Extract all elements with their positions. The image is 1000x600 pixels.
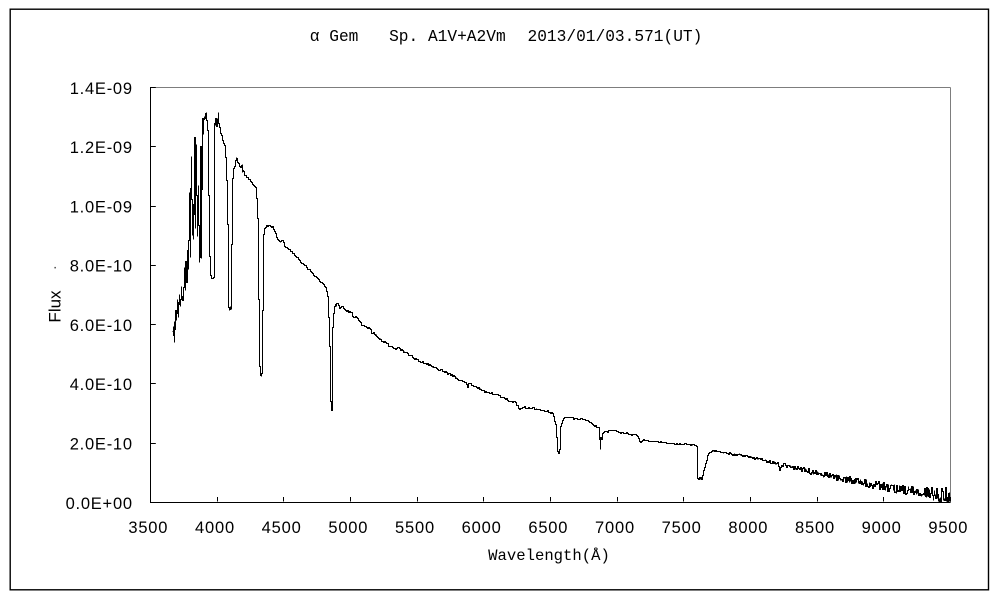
svg-text:9000: 9000 [862,519,902,537]
svg-text:6.0E-10: 6.0E-10 [70,317,133,335]
svg-text:4000: 4000 [195,519,235,537]
svg-text:Sp. A1V+A2Vm: Sp. A1V+A2Vm [389,28,506,46]
svg-text:1.2E-09: 1.2E-09 [70,139,133,157]
svg-text:7500: 7500 [662,519,702,537]
svg-text:4.0E-10: 4.0E-10 [70,376,133,394]
svg-text:8500: 8500 [795,519,835,537]
svg-text:1.4E-09: 1.4E-09 [70,80,133,98]
svg-text:6000: 6000 [462,519,502,537]
svg-text:α Gem: α Gem [310,28,359,46]
svg-text:2013/01/03.571(UT): 2013/01/03.571(UT) [528,28,703,46]
svg-text:8.0E-10: 8.0E-10 [70,258,133,276]
svg-text:0.0E+00: 0.0E+00 [66,495,133,513]
svg-text:1.0E-09: 1.0E-09 [70,198,133,216]
svg-text:9500: 9500 [928,519,968,537]
svg-text:5000: 5000 [328,519,368,537]
svg-text:Wavelength(Å): Wavelength(Å) [488,547,610,565]
svg-text:6500: 6500 [528,519,568,537]
svg-text:4500: 4500 [262,519,302,537]
svg-text:2.0E-10: 2.0E-10 [70,436,133,454]
svg-text:Flux: Flux [46,290,65,323]
svg-text:8000: 8000 [728,519,768,537]
svg-text:3500: 3500 [128,519,168,537]
svg-text:5500: 5500 [395,519,435,537]
svg-text:7000: 7000 [595,519,635,537]
